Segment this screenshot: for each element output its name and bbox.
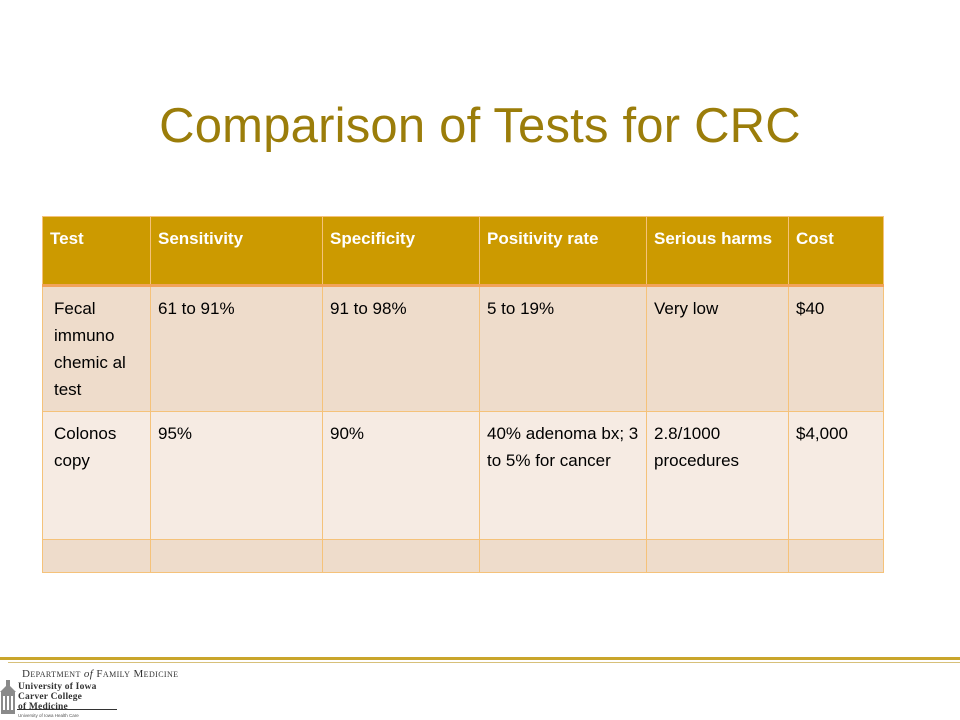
logo-line-3: of Medicine (18, 702, 68, 712)
cell-specificity: 91 to 98% (322, 285, 480, 412)
footer-rule-thin (8, 662, 960, 663)
header-serious-harms: Serious harms (646, 216, 789, 287)
header-test: Test (42, 216, 151, 287)
logo-subline: University of Iowa Health Care (18, 713, 79, 718)
header-cost: Cost (788, 216, 884, 287)
table-row: Fecal immuno chemic al test 61 to 91% 91… (42, 285, 884, 412)
cell-test: Fecal immuno chemic al test (42, 285, 151, 412)
university-logo-icon (0, 680, 117, 714)
department-of: of (83, 668, 94, 680)
department-word: Department (22, 668, 81, 680)
logo-wordmark: University of Iowa Carver College of Med… (18, 682, 97, 712)
cell-sensitivity: 61 to 91% (150, 285, 323, 412)
logo-line-2: Carver College (18, 692, 83, 702)
cell-specificity: 90% (322, 411, 480, 540)
cell-serious-harms (646, 539, 789, 573)
comparison-table: Test Sensitivity Specificity Positivity … (42, 216, 884, 573)
cell-cost (788, 539, 884, 573)
logo-line-1: University of Iowa (18, 682, 97, 692)
department-name: Family Medicine (96, 668, 179, 680)
cell-serious-harms: 2.8/1000 procedures (646, 411, 789, 540)
department-label: Department of Family Medicine (22, 668, 178, 680)
cell-serious-harms: Very low (646, 285, 789, 412)
header-sensitivity: Sensitivity (150, 216, 323, 287)
cell-positivity-rate: 5 to 19% (479, 285, 647, 412)
cell-specificity (322, 539, 480, 573)
cell-cost: $40 (788, 285, 884, 412)
slide-title: Comparison of Tests for CRC (159, 99, 801, 153)
cell-sensitivity (150, 539, 323, 573)
table-row: Colonos copy 95% 90% 40% adenoma bx; 3 t… (42, 411, 884, 540)
table-row (42, 539, 884, 573)
cell-positivity-rate: 40% adenoma bx; 3 to 5% for cancer (479, 411, 647, 540)
table-header-row: Test Sensitivity Specificity Positivity … (42, 216, 884, 287)
footer-rule (0, 657, 960, 660)
cell-test (42, 539, 151, 573)
header-specificity: Specificity (322, 216, 480, 287)
cell-cost: $4,000 (788, 411, 884, 540)
cell-test: Colonos copy (42, 411, 151, 540)
cell-sensitivity: 95% (150, 411, 323, 540)
cell-positivity-rate (479, 539, 647, 573)
header-positivity-rate: Positivity rate (479, 216, 647, 287)
